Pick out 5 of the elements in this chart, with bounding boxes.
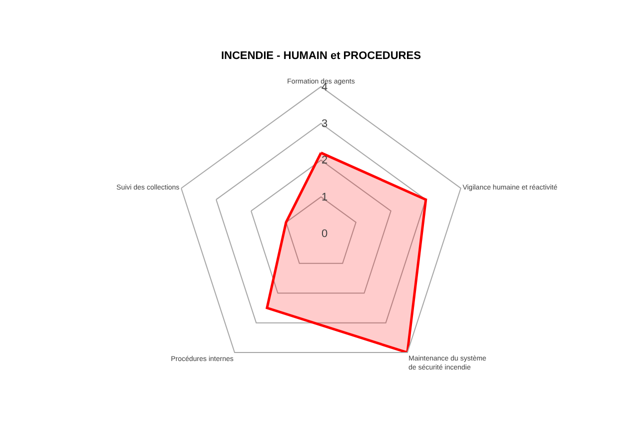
y-tick-label: 1 xyxy=(322,191,328,204)
y-tick-label: 0 xyxy=(322,228,328,240)
y-tick-label: 3 xyxy=(322,118,328,130)
y-tick-label: 2 xyxy=(322,154,328,167)
chart-title: INCENDIE - HUMAIN et PROCEDURES xyxy=(221,50,421,62)
